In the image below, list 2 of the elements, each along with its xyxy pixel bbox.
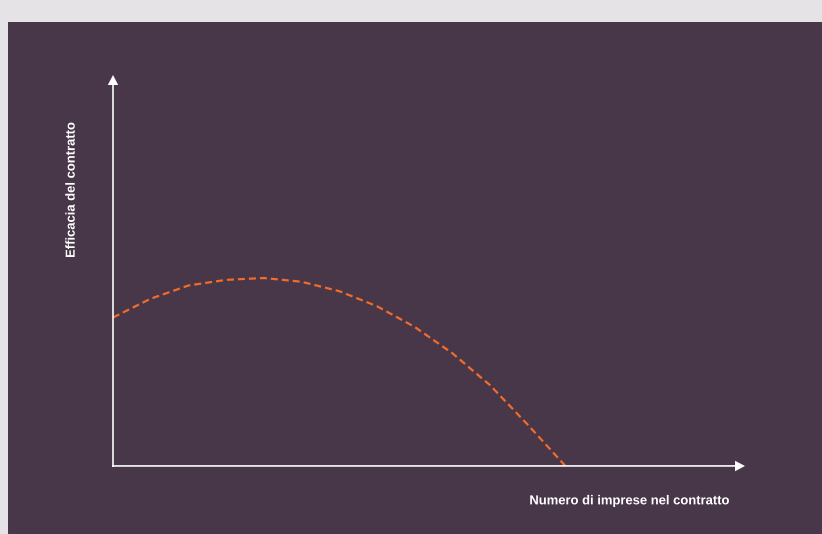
x-axis-title: Numero di imprese nel contratto [530,494,729,508]
y-axis-title: Efficacia del contratto [65,122,75,258]
